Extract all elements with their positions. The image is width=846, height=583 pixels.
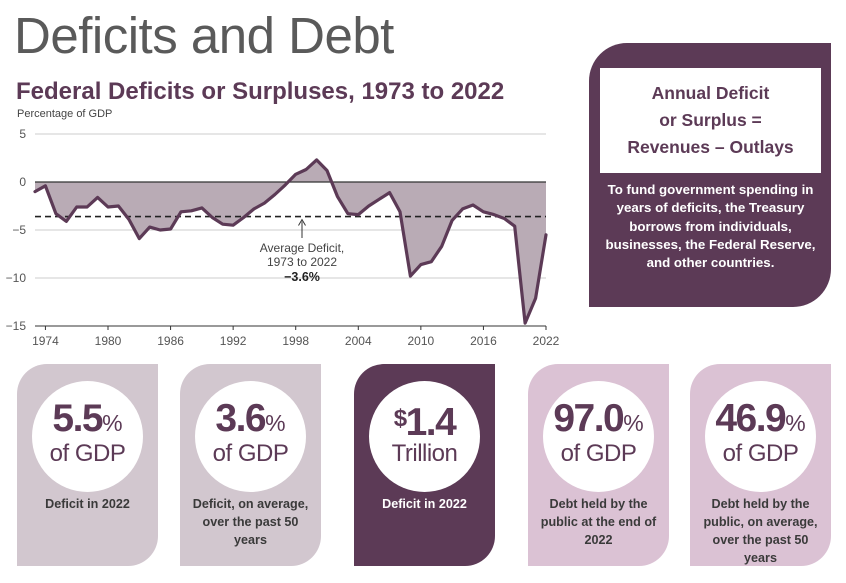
stat-card-debt-2022: 97.0% of GDP Debt held by the public at … [528,364,669,566]
chart-title: Federal Deficits or Surpluses, 1973 to 2… [16,78,505,105]
stat-value: 5.5% [52,397,123,440]
x-tick-label: 1998 [282,334,309,348]
x-tick-label: 2022 [533,334,560,348]
stat-unit: of GDP [49,440,126,467]
page-title: Deficits and Debt [14,7,394,64]
deficit-series-line [33,158,548,325]
x-tick-label: 1980 [95,334,122,348]
stat-value: 3.6% [215,397,286,440]
stat-label: Deficit in 2022 [382,497,467,511]
stat-circle: $1.4 Trillion [369,381,480,492]
stat-value: $1.4 [393,401,457,444]
chart-y-axis-label: Percentage of GDP [17,108,113,120]
x-tick-label: 2010 [408,334,435,348]
x-tick-label: 2016 [470,334,497,348]
x-tick-label: 1992 [220,334,247,348]
x-tick-label: 1974 [32,334,59,348]
y-tick-label: −5 [12,223,26,237]
formula-note: To fund government spending in years of … [605,182,816,271]
stat-card-deficit-2022-pct: 5.5% of GDP Deficit in 2022 [17,364,158,566]
x-tick-label: 2004 [345,334,372,348]
stat-unit: of GDP [560,440,637,467]
annotation-average-value: −3.6% [284,270,320,284]
y-tick-label: 5 [19,127,26,141]
stat-unit: of GDP [722,440,799,467]
stat-unit: of GDP [212,440,289,467]
stat-value: 97.0% [553,397,644,440]
stat-card-average-debt: 46.9% of GDP Debt held by the public, on… [690,364,831,566]
stat-label: Deficit in 2022 [45,497,130,511]
annotation-line-1: Average Deficit, [260,241,345,255]
formula-line-3: Revenues – Outlays [627,137,794,157]
stat-label: Debt held by the public at the end of 20… [540,497,657,547]
stat-circle: 5.5% of GDP [32,381,143,492]
y-tick-label: −15 [6,319,27,333]
stat-circle: 46.9% of GDP [705,381,816,492]
stat-unit: Trillion [391,440,458,467]
stat-label: Deficit, on average, over the past 50 ye… [192,497,309,547]
formula-line-2: or Surplus = [659,110,762,130]
x-tick-label: 1986 [157,334,184,348]
stat-card-average-deficit: 3.6% of GDP Deficit, on average, over th… [180,364,321,566]
stat-circle: 3.6% of GDP [195,381,306,492]
formula-box: Annual Deficit or Surplus = Revenues – O… [600,68,821,173]
formula-line-1: Annual Deficit [651,83,770,103]
stat-circle: 97.0% of GDP [543,381,654,492]
stat-value: 46.9% [715,397,806,440]
stat-card-deficit-2022-dollars: $1.4 Trillion Deficit in 2022 [354,364,495,566]
deficit-area-chart: 5 0 −5 −10 −15 1974 1980 1986 1992 1998 2004 2010 20… [6,127,560,348]
annotation-line-2: 1973 to 2022 [267,255,337,269]
y-tick-label: 0 [19,175,26,189]
y-tick-label: −10 [6,271,27,285]
annotation-arrow-head [298,218,306,226]
deficit-area-fill [35,159,546,324]
stat-label: Debt held by the public, on average, ove… [703,497,818,565]
